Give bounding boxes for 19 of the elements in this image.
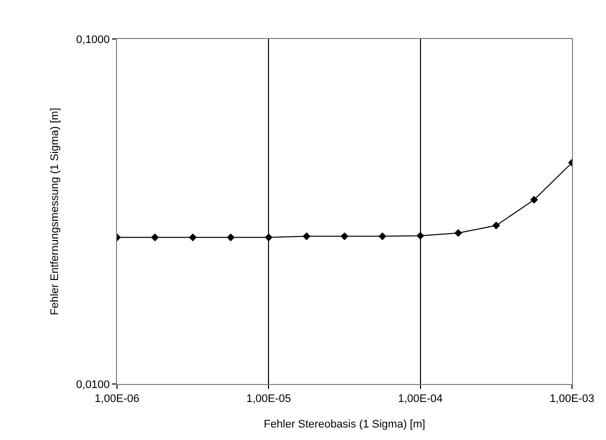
x-tick-label: 1,00E-04 [398,393,443,406]
point [492,222,500,230]
x-axis-title: Fehler Stereobasis (1 Sigma) [m] [264,418,426,430]
point [302,232,310,240]
point [416,232,424,240]
x-tick-label: 1,00E-06 [94,393,140,406]
point [378,232,386,240]
x-tick-label: 1,00E-05 [246,393,291,406]
y-tick-label: 0,0100 [76,378,110,391]
y-tick-label: 0,1000 [76,34,110,46]
point [264,234,273,242]
x-tick-label: 1,00E-03 [550,393,594,406]
point [188,234,197,242]
y-axis-title: Fehler Entfernungsmessung (1 Sigma) [m] [48,108,61,316]
point [530,196,538,204]
point [226,234,235,242]
point [454,229,462,237]
point [340,232,348,240]
point [151,234,159,242]
